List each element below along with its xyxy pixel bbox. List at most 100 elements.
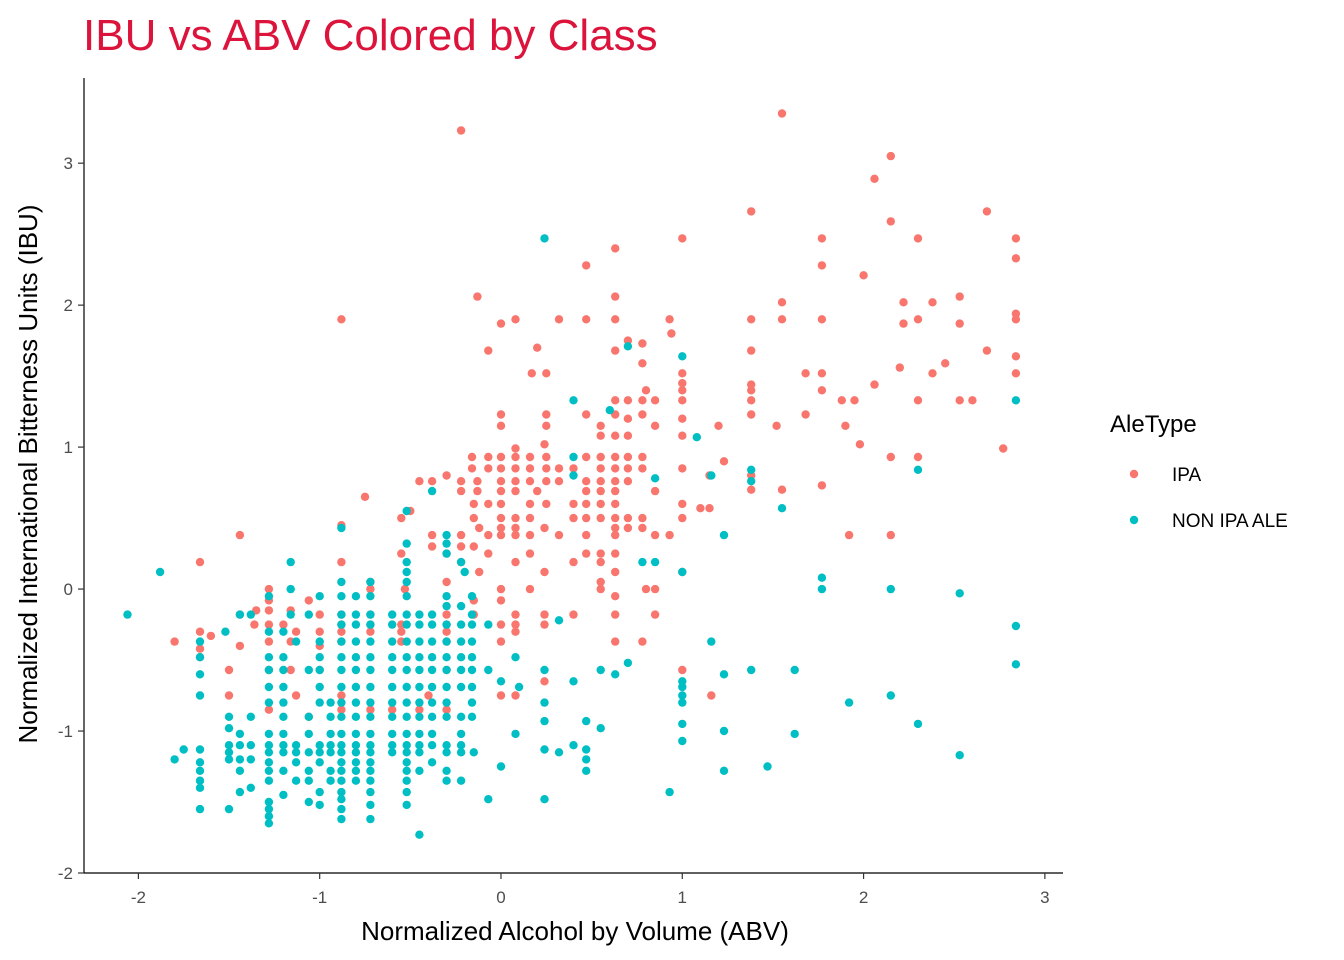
point-ipa	[596, 452, 605, 462]
point-non-ipa-ale	[326, 741, 335, 750]
x-axis-title: Normalized Alcohol by Volume (ABV)	[361, 916, 789, 946]
point-non-ipa-ale	[611, 670, 620, 679]
point-ipa	[473, 292, 482, 301]
point-non-ipa-ale	[388, 682, 397, 692]
point-ipa	[511, 610, 520, 619]
point-non-ipa-ale	[279, 790, 288, 800]
point-ipa	[582, 477, 591, 486]
point-ipa	[1011, 254, 1021, 263]
point-ipa	[264, 637, 274, 646]
point-ipa	[542, 499, 551, 509]
point-non-ipa-ale	[315, 653, 324, 662]
point-non-ipa-ale	[351, 729, 361, 739]
point-ipa	[855, 440, 865, 449]
point-ipa	[496, 637, 506, 646]
point-ipa	[886, 217, 895, 226]
point-non-ipa-ale	[496, 677, 506, 686]
point-ipa	[264, 620, 274, 629]
point-ipa	[696, 504, 705, 513]
point-non-ipa-ale	[442, 653, 451, 662]
point-ipa	[337, 691, 346, 700]
point-non-ipa-ale	[326, 748, 335, 757]
point-ipa	[484, 464, 493, 473]
point-ipa	[641, 386, 651, 395]
point-ipa	[747, 315, 756, 324]
point-ipa	[264, 584, 274, 594]
point-ipa	[611, 523, 620, 533]
point-ipa	[264, 705, 274, 714]
point-ipa	[456, 530, 466, 540]
point-non-ipa-ale	[366, 653, 375, 662]
point-non-ipa-ale	[366, 610, 375, 619]
point-ipa	[1011, 234, 1021, 243]
point-non-ipa-ale	[337, 814, 346, 824]
point-ipa	[596, 513, 605, 523]
point-ipa	[623, 414, 633, 423]
point-non-ipa-ale	[337, 577, 346, 587]
point-ipa	[817, 261, 827, 270]
point-ipa	[496, 523, 506, 533]
point-non-ipa-ale	[388, 637, 397, 646]
point-non-ipa-ale	[291, 748, 301, 757]
point-non-ipa-ale	[388, 741, 397, 750]
point-ipa	[366, 584, 375, 594]
point-non-ipa-ale	[402, 592, 411, 601]
point-non-ipa-ale	[195, 653, 205, 662]
legend-label-non-ipa-ale: NON IPA ALE	[1172, 511, 1288, 532]
point-ipa	[525, 513, 535, 523]
point-non-ipa-ale	[388, 748, 397, 757]
point-non-ipa-ale	[402, 800, 411, 810]
point-non-ipa-ale	[351, 592, 361, 601]
point-ipa	[427, 530, 437, 540]
point-ipa	[638, 513, 647, 523]
point-non-ipa-ale	[719, 530, 729, 540]
point-non-ipa-ale	[554, 748, 564, 757]
point-non-ipa-ale	[315, 592, 324, 601]
point-non-ipa-ale	[351, 653, 361, 662]
point-non-ipa-ale	[582, 716, 591, 726]
point-ipa	[611, 452, 620, 462]
point-non-ipa-ale	[402, 787, 411, 797]
point-non-ipa-ale	[224, 755, 234, 764]
point-ipa	[638, 339, 647, 348]
point-non-ipa-ale	[351, 698, 361, 707]
point-ipa	[638, 410, 647, 419]
point-non-ipa-ale	[235, 610, 245, 619]
point-non-ipa-ale	[326, 729, 335, 739]
point-ipa	[582, 513, 591, 523]
point-non-ipa-ale	[467, 620, 477, 629]
point-non-ipa-ale	[291, 637, 301, 646]
point-ipa	[540, 440, 549, 449]
point-ipa	[496, 596, 506, 605]
point-non-ipa-ale	[195, 766, 205, 775]
point-ipa	[611, 346, 620, 355]
point-ipa	[611, 499, 620, 509]
point-ipa	[442, 610, 451, 619]
point-ipa	[772, 421, 781, 430]
point-non-ipa-ale	[224, 724, 234, 733]
point-non-ipa-ale	[540, 795, 549, 804]
point-non-ipa-ale	[366, 637, 375, 646]
point-non-ipa-ale	[719, 670, 729, 679]
point-ipa	[895, 363, 904, 372]
point-ipa	[955, 319, 964, 328]
point-ipa	[638, 523, 647, 533]
point-non-ipa-ale	[366, 814, 375, 824]
point-ipa	[747, 410, 756, 419]
point-non-ipa-ale	[402, 637, 411, 646]
point-non-ipa-ale	[366, 776, 375, 785]
point-non-ipa-ale	[415, 682, 424, 692]
point-non-ipa-ale	[224, 748, 234, 757]
point-ipa	[611, 292, 620, 301]
point-ipa	[366, 705, 375, 714]
point-non-ipa-ale	[442, 592, 451, 601]
point-non-ipa-ale	[605, 406, 614, 415]
point-ipa	[554, 477, 564, 486]
point-ipa	[714, 421, 723, 430]
point-non-ipa-ale	[469, 748, 478, 757]
point-ipa	[665, 530, 674, 540]
point-non-ipa-ale	[442, 682, 451, 692]
point-non-ipa-ale	[427, 610, 437, 619]
chart-title: IBU vs ABV Colored by Class	[83, 11, 658, 60]
point-ipa	[511, 477, 520, 486]
